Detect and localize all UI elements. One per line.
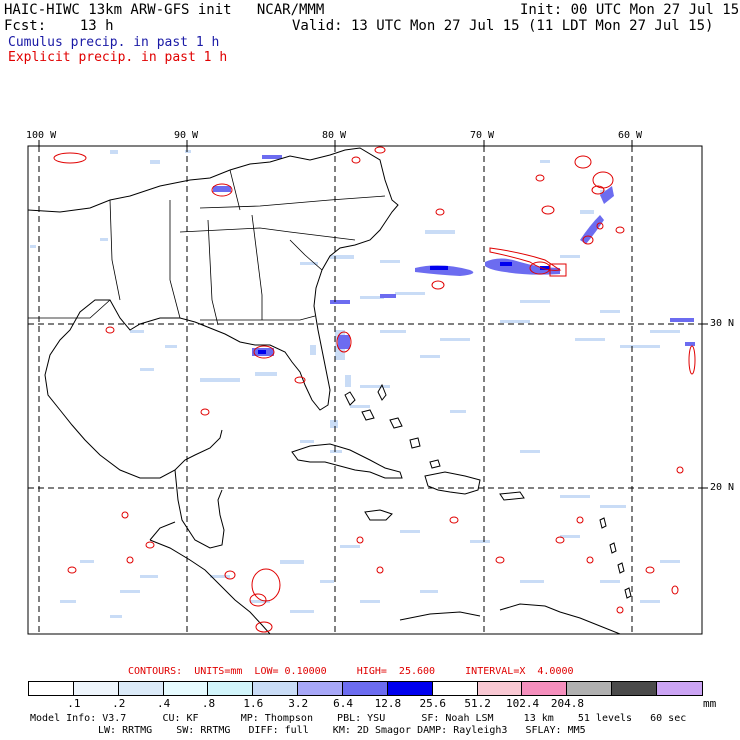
colorbar-tick-label: 51.2 [464, 697, 491, 710]
colorbar-tick-label: .4 [156, 697, 171, 710]
colorbar-cell [612, 682, 658, 695]
colorbar-tick-label: 102.4 [505, 697, 540, 710]
explicit-legend: Explicit precip. in past 1 h [8, 50, 228, 65]
map-title: HAIC-HIWC 13km ARW-GFS init NCAR/MMM [4, 2, 325, 18]
colorbar-tick-label: 204.8 [550, 697, 584, 710]
lon-ticks [38, 140, 633, 146]
model-info-line1: Model Info: V3.7 CU: KF MP: Thompson PBL… [30, 713, 687, 724]
colorbar-cell [73, 682, 119, 695]
colorbar-cell [118, 682, 164, 695]
colorbar-cell [163, 682, 209, 695]
map-frame [27, 145, 703, 635]
explicit-precip-contours [53, 146, 696, 633]
colorbar-tick-label: 6.4 [333, 697, 353, 710]
colorbar-units: mm [703, 697, 717, 710]
colorbar-cell [298, 682, 344, 695]
colorbar-cell [343, 682, 388, 695]
lat-ticks [702, 323, 708, 489]
cumulus-precip-areas [30, 150, 680, 618]
colorbar-tick-label: 3.2 [288, 697, 309, 710]
colorbar-tick-label: .2 [112, 697, 126, 710]
precip-colorbar [28, 681, 703, 696]
colorbar-tick-label: 1.6 [243, 697, 264, 710]
lon-label-60w: 60 W [618, 130, 643, 141]
lat-label-30n: 30 N [710, 318, 735, 329]
cumulus-precip-bands [213, 155, 695, 356]
lat-lon-grid [28, 146, 702, 634]
contour-info: CONTOURS: UNITS=mm LOW= 0.10000 HIGH= 25… [128, 666, 574, 677]
colorbar-tick-label: 25.6 [419, 697, 447, 710]
valid-time: Valid: 13 UTC Mon 27 Jul 15 (11 LDT Mon … [292, 18, 714, 34]
colorbar-cell [477, 682, 523, 695]
lon-label-70w: 70 W [470, 130, 495, 141]
lon-label-100w: 100 W [26, 130, 57, 141]
coastlines [28, 147, 632, 634]
colorbar-tick-label: 12.8 [374, 697, 402, 710]
init-time: Init: 00 UTC Mon 27 Jul 15 [520, 2, 740, 18]
colorbar-cell [387, 682, 433, 695]
colorbar-cell [208, 682, 254, 695]
colorbar-cell [567, 682, 613, 695]
colorbar-cell [522, 682, 568, 695]
colorbar-cell [657, 682, 702, 695]
colorbar-cell [29, 682, 74, 695]
colorbar-tick-label: .1 [67, 697, 81, 710]
model-info-line2: LW: RRTMG SW: RRTMG DIFF: full KM: 2D Sm… [98, 725, 586, 736]
cumulus-precip-cores [258, 262, 550, 354]
lat-label-20n: 20 N [710, 482, 735, 493]
colorbar-tick-label: .8 [201, 697, 216, 710]
forecast-hour: Fcst: 13 h [4, 18, 114, 34]
colorbar-cell [432, 682, 478, 695]
colorbar-cell [253, 682, 299, 695]
lon-label-80w: 80 W [322, 130, 347, 141]
cumulus-legend: Cumulus precip. in past 1 h [8, 35, 220, 50]
lon-label-90w: 90 W [174, 130, 199, 141]
